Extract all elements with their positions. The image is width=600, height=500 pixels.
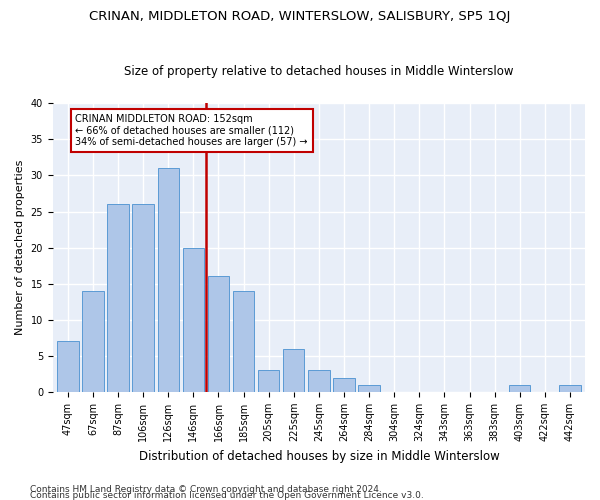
Bar: [82, 291, 104, 392]
Bar: [107, 204, 129, 392]
Y-axis label: Number of detached properties: Number of detached properties: [15, 160, 25, 336]
Bar: [559, 384, 581, 392]
Bar: [283, 348, 304, 392]
Bar: [358, 384, 380, 392]
Bar: [133, 204, 154, 392]
Title: Size of property relative to detached houses in Middle Winterslow: Size of property relative to detached ho…: [124, 66, 514, 78]
Bar: [308, 370, 329, 392]
Text: Contains public sector information licensed under the Open Government Licence v3: Contains public sector information licen…: [30, 490, 424, 500]
X-axis label: Distribution of detached houses by size in Middle Winterslow: Distribution of detached houses by size …: [139, 450, 499, 462]
Text: CRINAN, MIDDLETON ROAD, WINTERSLOW, SALISBURY, SP5 1QJ: CRINAN, MIDDLETON ROAD, WINTERSLOW, SALI…: [89, 10, 511, 23]
Text: CRINAN MIDDLETON ROAD: 152sqm
← 66% of detached houses are smaller (112)
34% of : CRINAN MIDDLETON ROAD: 152sqm ← 66% of d…: [76, 114, 308, 148]
Bar: [57, 342, 79, 392]
Bar: [334, 378, 355, 392]
Bar: [233, 291, 254, 392]
Text: Contains HM Land Registry data © Crown copyright and database right 2024.: Contains HM Land Registry data © Crown c…: [30, 484, 382, 494]
Bar: [182, 248, 204, 392]
Bar: [509, 384, 530, 392]
Bar: [208, 276, 229, 392]
Bar: [158, 168, 179, 392]
Bar: [258, 370, 280, 392]
